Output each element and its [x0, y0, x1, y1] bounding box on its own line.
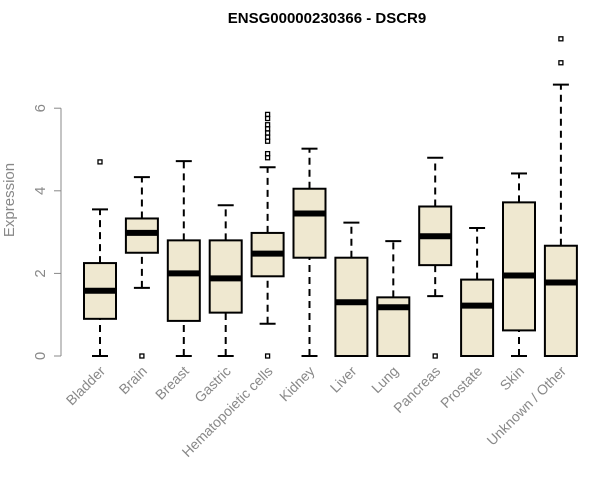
y-axis: 0 2 4 6: [32, 104, 62, 360]
x-tick-label: Liver: [327, 363, 360, 396]
box-group: [292, 147, 327, 357]
iqr-box: [166, 239, 201, 322]
iqr-box: [460, 278, 495, 357]
outlier-point: [264, 155, 271, 161]
y-tick-label: 6: [32, 104, 49, 112]
box-group: [250, 111, 285, 359]
chart-title: ENSG00000230366 - DSCR9: [228, 10, 426, 27]
box-group: [166, 160, 201, 357]
outlier-point: [264, 138, 271, 144]
iqr-box: [502, 201, 536, 332]
x-tick-label: Unknown / Other: [483, 363, 569, 449]
iqr-box: [292, 187, 327, 259]
box-group: [502, 172, 536, 357]
outlier-point: [264, 150, 271, 157]
box-group: [334, 221, 369, 357]
box-group: [124, 176, 159, 359]
x-tick-label: Pancreas: [390, 363, 443, 416]
outlier-point: [558, 36, 564, 42]
x-tick-label: Prostate: [437, 363, 485, 411]
box-group: [543, 36, 578, 357]
outlier-point: [264, 126, 271, 132]
iqr-box: [334, 256, 369, 357]
y-tick-label: 4: [32, 187, 49, 195]
x-tick-label: Skin: [497, 363, 528, 394]
y-axis-label: Expression: [1, 163, 18, 237]
iqr-box: [543, 244, 578, 357]
boxes: [83, 36, 578, 359]
x-tick-label: Bladder: [63, 363, 109, 409]
box-group: [376, 240, 411, 358]
box-group: [83, 159, 117, 357]
outlier-point: [264, 115, 271, 122]
outlier-point: [264, 130, 271, 136]
outlier-point: [264, 111, 271, 118]
outlier-point: [139, 353, 145, 359]
outlier-point: [264, 134, 271, 140]
outlier-point: [264, 122, 271, 128]
x-tick-label: Brain: [116, 363, 150, 397]
outlier-point: [97, 159, 103, 165]
outlier-point: [432, 353, 438, 359]
y-tick-label: 2: [32, 269, 49, 277]
outlier-point: [558, 60, 564, 66]
y-tick-label: 0: [32, 352, 49, 360]
x-tick-label: Breast: [152, 363, 192, 403]
x-tick-label: Kidney: [276, 363, 318, 405]
x-tick-label: Lung: [368, 363, 401, 396]
box-group: [460, 226, 495, 357]
outlier-point: [264, 353, 271, 359]
box-group: [418, 156, 453, 359]
box-group: [208, 204, 243, 357]
